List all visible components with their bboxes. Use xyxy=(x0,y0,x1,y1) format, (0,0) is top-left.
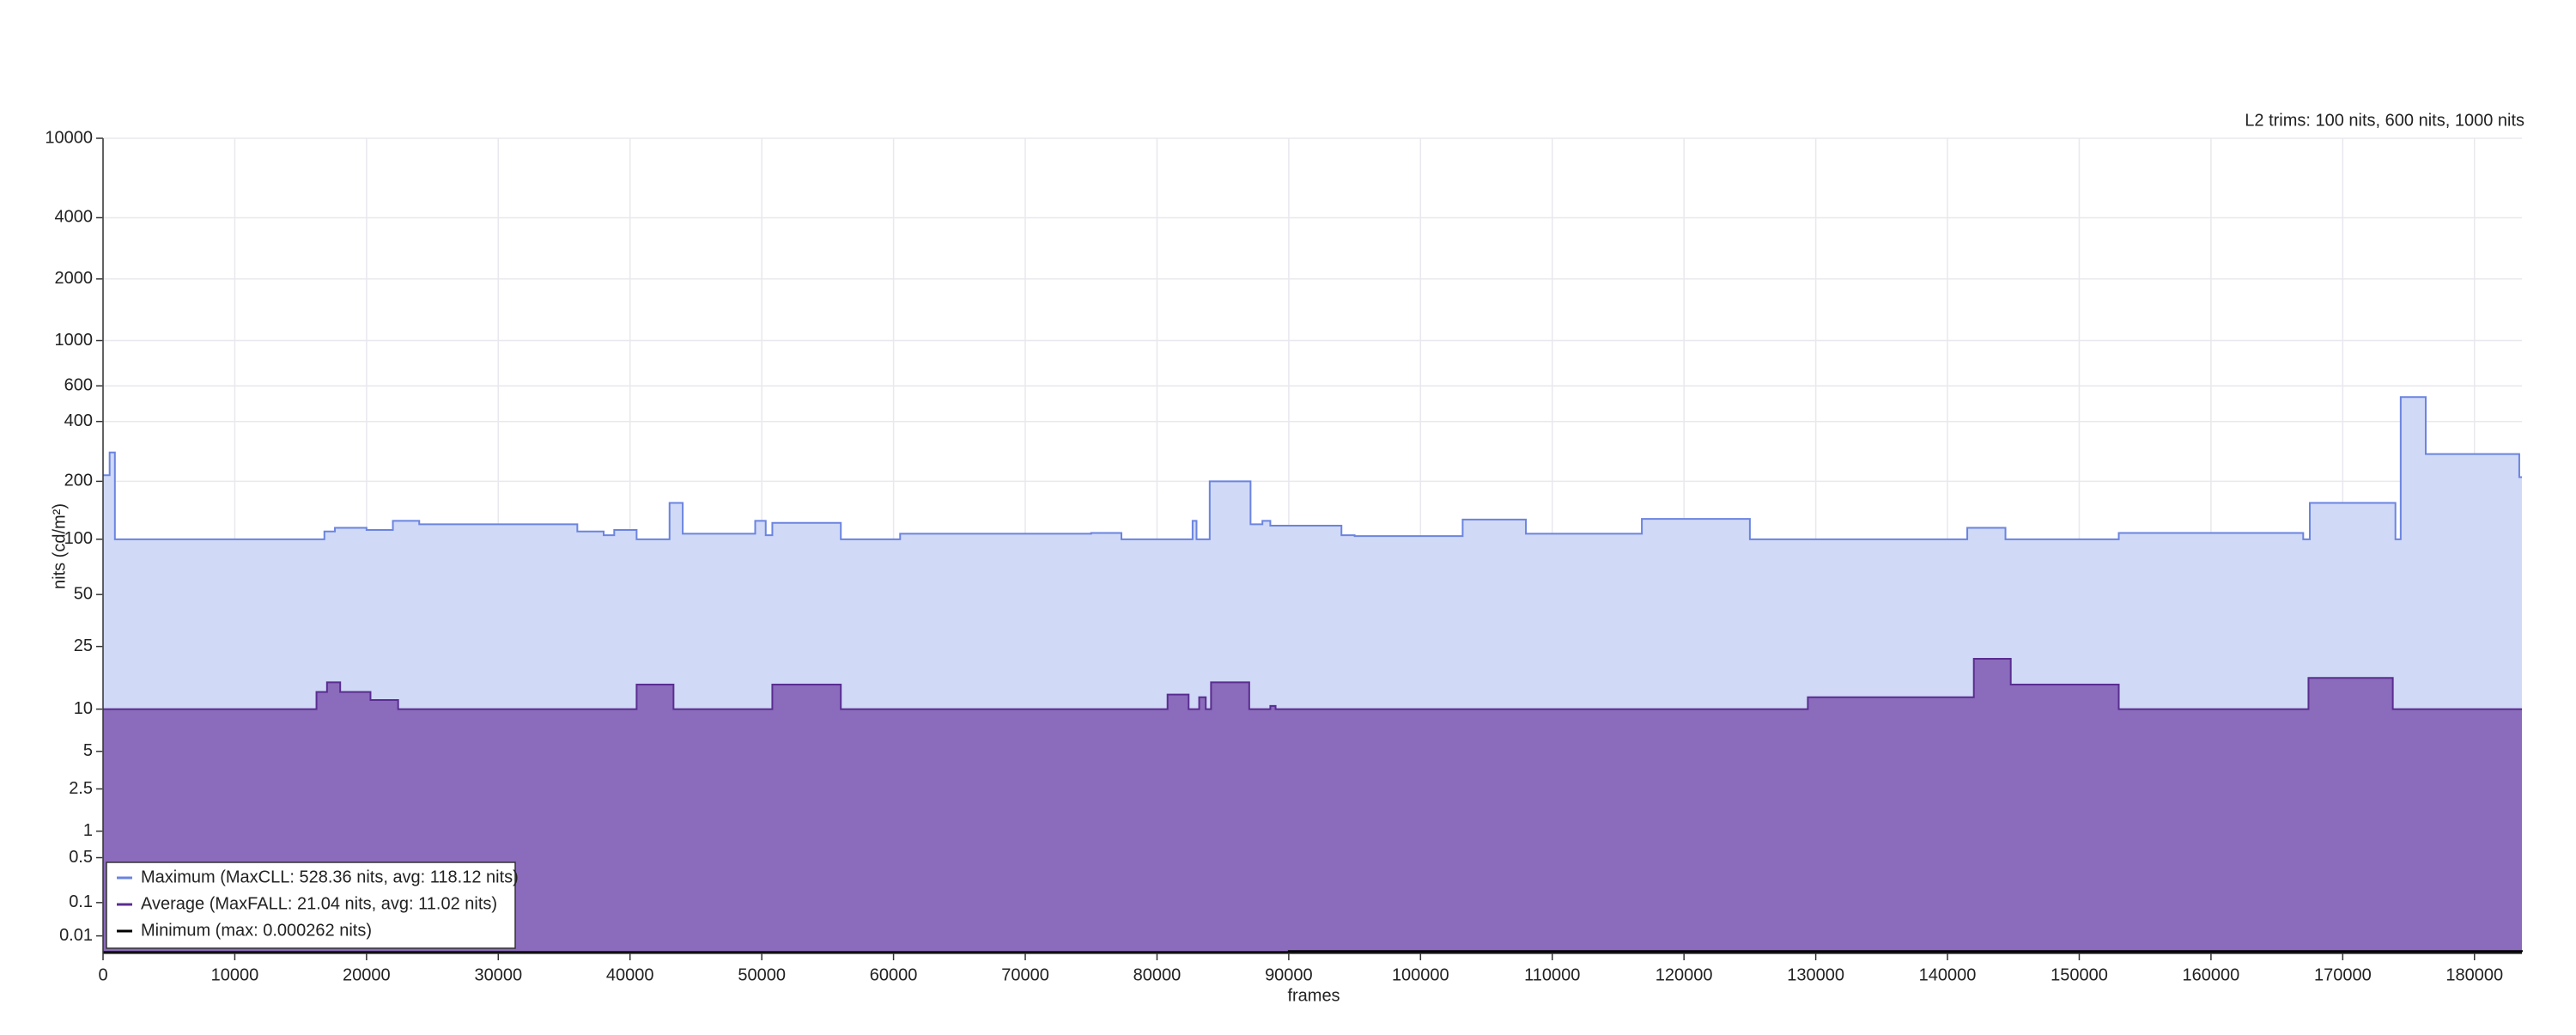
x-tick-label: 160000 xyxy=(2183,965,2240,984)
y-tick-label: 2.5 xyxy=(69,779,93,798)
y-tick-label: 2000 xyxy=(55,269,94,288)
x-tick-label: 140000 xyxy=(1919,965,1977,984)
series-area xyxy=(103,659,2522,953)
y-tick-label: 5 xyxy=(83,741,93,760)
y-tick-label: 100 xyxy=(64,529,93,548)
x-axis-label: frames xyxy=(1287,986,1340,1005)
x-tick-label: 180000 xyxy=(2445,965,2503,984)
y-tick-label: 10 xyxy=(74,699,93,718)
x-tick-label: 60000 xyxy=(870,965,918,984)
series-line xyxy=(103,658,2522,710)
y-axis-label: nits (cd/m²) xyxy=(50,503,69,589)
y-tick-label: 400 xyxy=(64,411,93,430)
series-line xyxy=(103,950,2523,953)
x-tick-label: 150000 xyxy=(2050,965,2108,984)
x-tick-label: 70000 xyxy=(1001,965,1049,984)
series-line xyxy=(103,396,2522,540)
legend-label: Minimum (max: 0.000262 nits) xyxy=(141,921,372,940)
x-tick-label: 100000 xyxy=(1392,965,1449,984)
x-tick-label: 80000 xyxy=(1133,965,1182,984)
y-tick-label: 200 xyxy=(64,472,93,490)
y-tick-label: 1000 xyxy=(55,331,94,350)
y-tick-label: 50 xyxy=(74,584,93,603)
y-tick-label: 1 xyxy=(83,821,93,840)
x-tick-label: 40000 xyxy=(606,965,654,984)
x-tick-label: 120000 xyxy=(1656,965,1713,984)
annotation: L2 trims: 100 nits, 600 nits, 1000 nits xyxy=(2245,111,2524,130)
y-tick-label: 10000 xyxy=(45,128,93,147)
x-tick-label: 30000 xyxy=(474,965,522,984)
y-tick-label: 0.5 xyxy=(69,848,93,867)
x-tick-label: 0 xyxy=(98,965,107,984)
x-tick-label: 50000 xyxy=(738,965,786,984)
legend-label: Maximum (MaxCLL: 528.36 nits, avg: 118.1… xyxy=(141,868,519,886)
x-tick-label: 10000 xyxy=(211,965,259,984)
legend-box xyxy=(106,861,516,949)
x-tick-label: 90000 xyxy=(1265,965,1313,984)
x-tick-label: 110000 xyxy=(1524,965,1580,984)
y-tick-label: 0.1 xyxy=(69,892,93,911)
y-tick-label: 600 xyxy=(64,375,93,394)
x-tick-label: 130000 xyxy=(1787,965,1844,984)
x-tick-label: 170000 xyxy=(2314,965,2372,984)
y-tick-label: 0.01 xyxy=(59,926,93,945)
y-tick-label: 25 xyxy=(74,636,93,655)
legend-label: Average (MaxFALL: 21.04 nits, avg: 11.02… xyxy=(141,894,497,913)
y-tick-label: 4000 xyxy=(55,208,94,227)
x-tick-label: 20000 xyxy=(343,965,391,984)
